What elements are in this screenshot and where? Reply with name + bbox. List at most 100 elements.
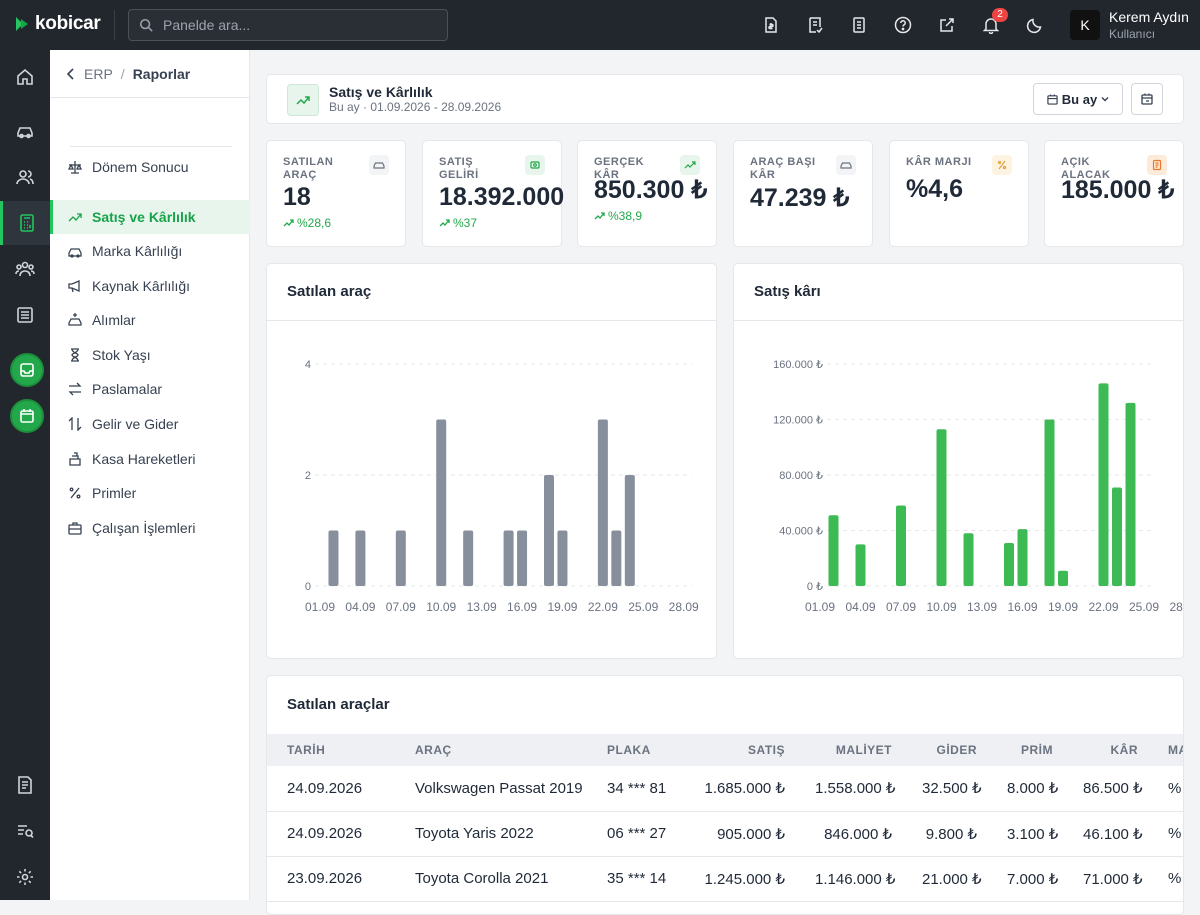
sidebar-item[interactable]: Primler xyxy=(50,476,250,510)
document-check-icon[interactable] xyxy=(804,14,826,36)
table-cell: 1.245.000 ₺ xyxy=(682,856,795,902)
column-header[interactable]: PRİM xyxy=(987,734,1063,766)
column-header[interactable]: MALİYET xyxy=(795,734,902,766)
kpi-value: 47.239 ₺ xyxy=(750,184,850,212)
document-list-icon[interactable] xyxy=(848,14,870,36)
percent-icon xyxy=(68,486,82,500)
back-chevron-icon[interactable] xyxy=(66,67,76,80)
y-tick-label: 0 ₺ xyxy=(807,581,823,593)
column-header[interactable]: GİDER xyxy=(902,734,987,766)
kpi-delta-value: %38,9 xyxy=(608,209,643,223)
column-header[interactable]: PLAKA xyxy=(587,734,682,766)
column-header[interactable]: MA xyxy=(1148,734,1183,766)
bar[interactable] xyxy=(1004,542,1014,586)
table-cell: 1.685.000 ₺ xyxy=(682,766,795,812)
sidebar-item[interactable]: Gelir ve Gider xyxy=(50,407,250,441)
bar[interactable] xyxy=(1044,419,1055,587)
calculator-icon[interactable] xyxy=(0,201,50,245)
column-header[interactable]: KÂR xyxy=(1063,734,1148,766)
inbox-icon[interactable] xyxy=(10,353,44,387)
car-icon[interactable] xyxy=(0,109,50,153)
table-row[interactable]: 23.09.2026 Toyota Corolla 2021 35 *** 14 1.… xyxy=(267,856,1183,902)
calendar-car-icon[interactable] xyxy=(10,399,44,433)
team-icon[interactable] xyxy=(0,247,50,291)
search-input[interactable] xyxy=(163,17,423,33)
period-select[interactable]: Bu ay xyxy=(1033,83,1123,115)
bar[interactable] xyxy=(597,419,608,587)
help-icon[interactable] xyxy=(892,14,914,36)
avatar[interactable]: K xyxy=(1070,10,1100,40)
chart-card-sales-profit: Satış kârı 0 ₺ 40.000 ₺ 80.000 ₺ 120.000 ₺ 1… xyxy=(733,263,1184,659)
arrows-icon xyxy=(68,382,82,396)
users-icon[interactable] xyxy=(0,155,50,199)
column-header[interactable]: ARAÇ xyxy=(395,734,587,766)
bar[interactable] xyxy=(855,544,866,586)
bar[interactable] xyxy=(828,515,839,586)
x-tick-label: 22.09 xyxy=(1088,600,1118,614)
bar[interactable] xyxy=(896,505,906,586)
notes-icon[interactable] xyxy=(0,763,50,807)
money-icon xyxy=(525,155,545,175)
sidebar-item[interactable]: Kaynak Kârlılığı xyxy=(50,269,250,303)
list-icon[interactable] xyxy=(0,293,50,337)
bar[interactable] xyxy=(395,530,406,587)
bar[interactable] xyxy=(1058,570,1068,586)
sidebar-item[interactable]: Kasa Hareketleri xyxy=(50,442,250,476)
user-name[interactable]: Kerem Aydın xyxy=(1109,9,1189,25)
bar[interactable] xyxy=(328,530,339,587)
chart-divider xyxy=(267,320,716,321)
sidebar-item[interactable]: Çalışan İşlemleri xyxy=(50,511,250,545)
search-list-icon[interactable] xyxy=(0,809,50,853)
sidebar-item[interactable]: Dönem Sonucu xyxy=(50,150,250,184)
dark-mode-icon[interactable] xyxy=(1024,14,1046,36)
sidebar-item[interactable]: Stok Yaşı xyxy=(50,338,250,372)
sidebar-item[interactable]: Satış ve Kârlılık xyxy=(50,200,250,234)
bar[interactable] xyxy=(503,530,514,587)
x-tick-label: 16.09 xyxy=(1007,600,1037,614)
bar[interactable] xyxy=(355,530,366,587)
kpi-delta: %37 xyxy=(439,216,477,230)
sidebar-item[interactable]: Marka Kârlılığı xyxy=(50,234,250,268)
briefcase-icon xyxy=(68,521,82,535)
logo[interactable]: kobicar xyxy=(14,13,101,35)
kpi-label: AÇIK ALACAK xyxy=(1061,156,1111,181)
table-header-row: TARİHARAÇPLAKASATIŞMALİYETGİDERPRİMKÂRMA xyxy=(267,734,1183,766)
kpi-card: SATIŞ GELİRİ 18.392.000 %37 xyxy=(422,140,564,247)
top-bar: kobicar 2 K Kerem Aydın Kullanıcı xyxy=(0,0,1200,50)
bar[interactable] xyxy=(1112,487,1122,586)
document-money-icon[interactable] xyxy=(760,14,782,36)
home-icon[interactable] xyxy=(0,55,50,99)
bar[interactable] xyxy=(463,530,474,587)
search-box[interactable] xyxy=(128,9,448,41)
bar[interactable] xyxy=(436,419,447,587)
table-row[interactable]: 24.09.2026 Volkswagen Passat 2019 34 *** 8… xyxy=(267,766,1183,812)
bar[interactable] xyxy=(611,530,622,587)
bar[interactable] xyxy=(543,475,554,586)
bar[interactable] xyxy=(936,429,947,586)
sidebar-item[interactable]: Paslamalar xyxy=(50,372,250,406)
bar[interactable] xyxy=(557,530,568,587)
x-tick-label: 10.09 xyxy=(926,600,956,614)
sidebar-item-label: Satış ve Kârlılık xyxy=(92,209,196,225)
date-range-button[interactable] xyxy=(1131,83,1163,115)
sidebar-item[interactable]: Alımlar xyxy=(50,303,250,337)
bar[interactable] xyxy=(1017,529,1028,586)
trending-up-icon xyxy=(439,219,450,227)
external-link-icon[interactable] xyxy=(936,14,958,36)
column-header[interactable]: TARİH xyxy=(267,734,395,766)
chart-title: Satış kârı xyxy=(754,283,821,300)
bar[interactable] xyxy=(517,530,528,587)
table-cell: 71.000 ₺ xyxy=(1063,856,1148,902)
bar[interactable] xyxy=(624,475,635,586)
notifications-button[interactable]: 2 xyxy=(980,8,1008,36)
bar[interactable] xyxy=(1098,383,1109,586)
bar[interactable] xyxy=(1125,402,1136,586)
column-header[interactable]: SATIŞ xyxy=(682,734,795,766)
table-row[interactable]: 24.09.2026 Toyota Yaris 2022 06 *** 27 905.… xyxy=(267,811,1183,857)
logo-mark-icon xyxy=(16,17,28,31)
bar[interactable] xyxy=(963,533,974,586)
breadcrumb-root[interactable]: ERP xyxy=(84,65,113,82)
sidebar-item-label: Kasa Hareketleri xyxy=(92,451,196,467)
kpi-delta-value: %28,6 xyxy=(297,216,332,230)
settings-icon[interactable] xyxy=(0,855,50,899)
